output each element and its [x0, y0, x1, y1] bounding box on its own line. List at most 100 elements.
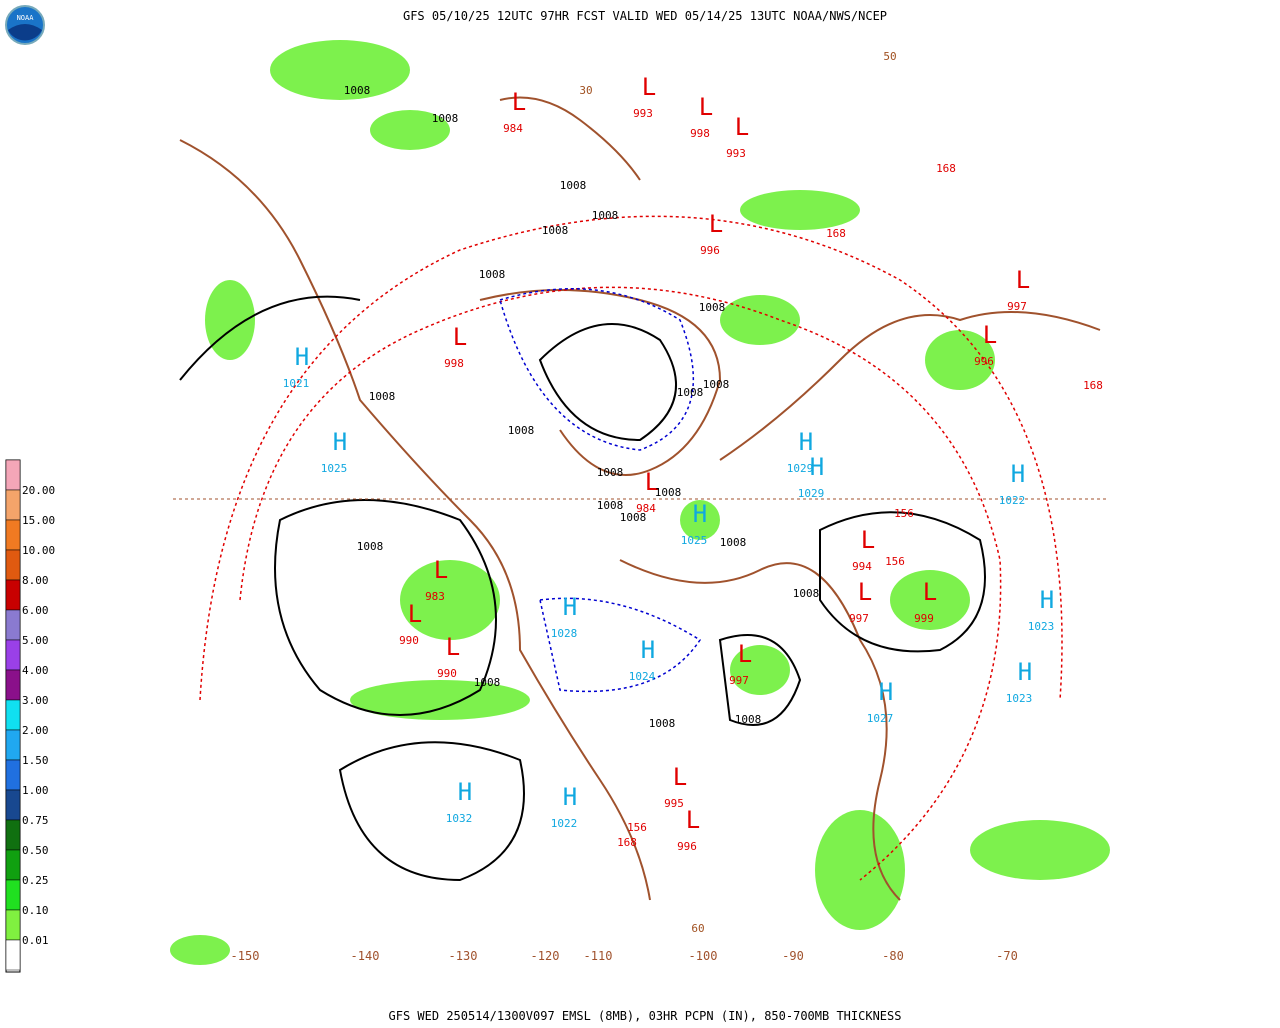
legend-label: 1.50: [22, 754, 49, 767]
low-letter: L: [408, 600, 422, 628]
legend-swatch: [5, 699, 21, 731]
map: [170, 33, 1110, 966]
longitude-label: -130: [449, 949, 478, 963]
low-letter: L: [699, 93, 713, 121]
longitude-label: -140: [351, 949, 380, 963]
low-letter: L: [923, 578, 937, 606]
low-pressure: 993: [726, 147, 746, 160]
legend-swatch: [5, 819, 21, 851]
low-pressure: 990: [399, 634, 419, 647]
longitude-label: -90: [782, 949, 804, 963]
contour-label: 1008: [592, 209, 619, 222]
low-letter: L: [858, 578, 872, 606]
high-letter: H: [563, 783, 577, 811]
low-letter: L: [738, 640, 752, 668]
low-pressure: 996: [974, 355, 994, 368]
low-pressure: 996: [677, 840, 697, 853]
logo: NOAA: [5, 5, 45, 45]
isobars: [179, 295, 986, 882]
high-pressure: 1032: [446, 812, 473, 825]
caption: GFS WED 250514/1300V097 EMSL (8MB), 03HR…: [389, 1009, 902, 1023]
contour-label: 1008: [474, 676, 501, 689]
legend-swatch: [5, 639, 21, 671]
high-letter: H: [641, 636, 655, 664]
high-letter: H: [458, 778, 472, 806]
high-pressure: 1025: [681, 534, 708, 547]
low-pressure: 999: [914, 612, 934, 625]
legend-label: 4.00: [22, 664, 49, 677]
contour-label: 60: [691, 922, 704, 935]
legend-swatch: [5, 789, 21, 821]
labels: -150 -140 -130 -120 -110 -100 -90 -80 -70H1021H1…: [231, 50, 1103, 963]
low-letter: L: [645, 468, 659, 496]
high-letter: H: [333, 428, 347, 456]
contour-label: 1008: [720, 536, 747, 549]
contour-label: 1008: [369, 390, 396, 403]
legend-label: 1.00: [22, 784, 49, 797]
legend-swatch: [5, 489, 21, 521]
legend-swatch: [5, 849, 21, 881]
low-pressure: 994: [852, 560, 872, 573]
precip: [170, 40, 1110, 965]
contour-label: 50: [883, 50, 896, 63]
low-letter: L: [642, 73, 656, 101]
high-pressure: 1022: [551, 817, 578, 830]
high-pressure: 1029: [787, 462, 814, 475]
legend-swatch: [5, 669, 21, 701]
legend-label: 8.00: [22, 574, 49, 587]
high-pressure: 1027: [867, 712, 894, 725]
high-letter: H: [1011, 460, 1025, 488]
thickness: [199, 215, 1063, 881]
legend-label: 20.00: [22, 484, 55, 497]
legend-swatch: [5, 729, 21, 761]
legend-swatch: [5, 579, 21, 611]
longitude-label: -110: [584, 949, 613, 963]
contour-label: 1008: [655, 486, 682, 499]
contour-label: 156: [885, 555, 905, 568]
contour-label: 1008: [649, 717, 676, 730]
legend-label: 3.00: [22, 694, 49, 707]
legend-swatch: [5, 879, 21, 911]
low-letter: L: [673, 763, 687, 791]
contour-label: 168: [936, 162, 956, 175]
low-letter: L: [453, 323, 467, 351]
contour-label: 1008: [479, 268, 506, 281]
legend-label: 2.00: [22, 724, 49, 737]
low-pressure: 998: [444, 357, 464, 370]
contour-label: 1008: [597, 499, 624, 512]
contour-label: 1008: [357, 540, 384, 553]
high-pressure: 1022: [999, 494, 1026, 507]
low-letter: L: [512, 88, 526, 116]
high-pressure: 1029: [798, 487, 825, 500]
legend-label: 15.00: [22, 514, 55, 527]
low-pressure: 996: [700, 244, 720, 257]
high-letter: H: [799, 428, 813, 456]
low-letter: L: [686, 806, 700, 834]
low-pressure: 997: [1007, 300, 1027, 313]
high-letter: H: [563, 593, 577, 621]
legend-swatch: [5, 609, 21, 641]
logo-text: NOAA: [17, 14, 35, 22]
legend-label: 0.01: [22, 934, 49, 947]
high-letter: H: [810, 453, 824, 481]
contour-label: 1008: [677, 386, 704, 399]
contour-label: 1008: [620, 511, 647, 524]
contour-label: 1008: [542, 224, 569, 237]
high-pressure: 1023: [1006, 692, 1033, 705]
thickness-cold: [499, 288, 702, 693]
contour-label: 1008: [432, 112, 459, 125]
title: GFS 05/10/25 12UTC 97HR FCST VALID WED 0…: [403, 9, 887, 23]
low-pressure: 990: [437, 667, 457, 680]
legend-label: 0.50: [22, 844, 49, 857]
low-pressure: 997: [729, 674, 749, 687]
contour-label: 1008: [344, 84, 371, 97]
legend-label: 5.00: [22, 634, 49, 647]
low-pressure: 983: [425, 590, 445, 603]
longitude-label: -70: [996, 949, 1018, 963]
legend-label: 0.10: [22, 904, 49, 917]
legend-label: 0.75: [22, 814, 49, 827]
contour-label: 1008: [735, 713, 762, 726]
longitude-label: -80: [882, 949, 904, 963]
high-pressure: 1025: [321, 462, 348, 475]
